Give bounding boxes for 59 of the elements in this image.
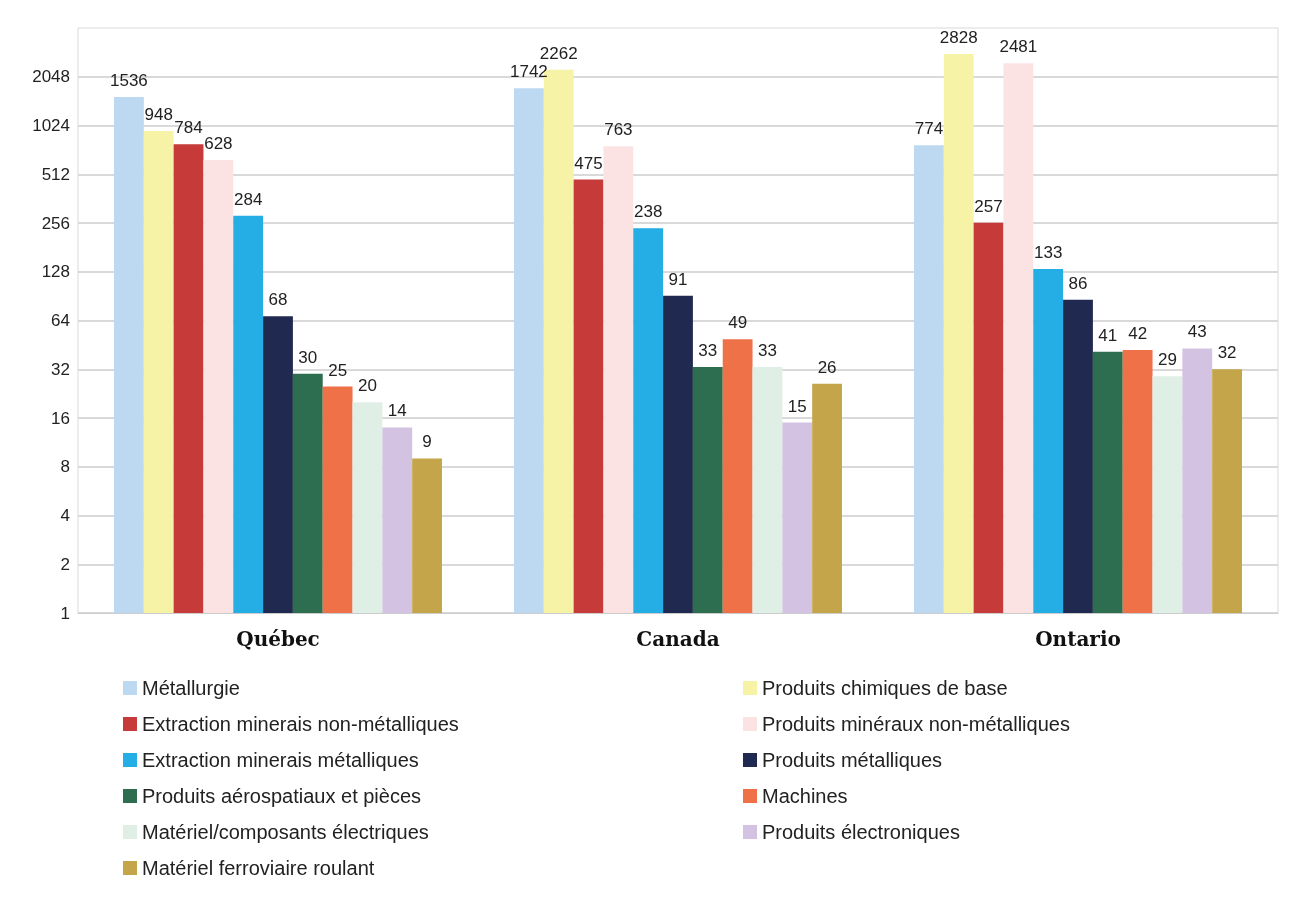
y-tick-label: 16 <box>51 408 70 428</box>
data-label: 33 <box>757 341 777 361</box>
legend-label: Machines <box>762 785 848 807</box>
legend-label: Matériel/composants électriques <box>142 821 429 843</box>
data-label: 9 <box>422 432 432 452</box>
data-label: 20 <box>357 376 377 396</box>
legend-label: Métallurgie <box>142 677 240 699</box>
x-tick-label: Québec <box>236 627 320 651</box>
x-tick-label: Ontario <box>1035 627 1121 651</box>
data-label: 41 <box>1098 325 1118 345</box>
y-tick-label: 1 <box>60 603 70 623</box>
y-tick-label: 32 <box>51 359 70 379</box>
data-label: 2262 <box>539 43 578 63</box>
data-label: 30 <box>298 347 318 367</box>
y-tick-label: 8 <box>60 457 70 477</box>
data-label: 133 <box>1033 243 1063 263</box>
legend-label: Extraction minerais non-métalliques <box>142 713 459 735</box>
y-tick-label: 128 <box>41 262 70 282</box>
x-tick-label: Canada <box>636 627 720 651</box>
data-label: 1742 <box>510 62 548 82</box>
data-label: 284 <box>233 189 263 209</box>
y-tick-label: 1024 <box>32 116 70 135</box>
y-tick-label: 4 <box>60 506 70 525</box>
data-label: 1536 <box>110 70 148 90</box>
legend-label: Produits minéraux non-métalliques <box>762 713 1070 735</box>
data-label: 91 <box>668 269 688 289</box>
data-label: 784 <box>174 118 203 138</box>
data-label: 475 <box>574 153 603 173</box>
data-label: 25 <box>328 360 348 380</box>
data-label: 15 <box>787 396 807 416</box>
y-tick-label: 256 <box>41 213 70 233</box>
data-label: 42 <box>1128 324 1148 344</box>
data-label: 68 <box>268 290 288 310</box>
data-label: 26 <box>817 357 837 377</box>
data-label: 14 <box>387 401 407 421</box>
data-label: 29 <box>1157 350 1177 370</box>
y-tick-label: 2 <box>60 554 70 574</box>
legend-label: Produits métalliques <box>762 749 943 771</box>
y-tick-label: 2048 <box>32 67 70 87</box>
data-label: 86 <box>1068 273 1088 293</box>
data-label: 2828 <box>939 28 978 48</box>
y-tick-label: 512 <box>41 164 70 184</box>
data-label: 49 <box>728 313 748 333</box>
data-label: 43 <box>1187 322 1207 342</box>
legend-label: Matériel ferroviaire roulant <box>142 857 375 879</box>
data-label: 628 <box>204 133 233 153</box>
data-label: 257 <box>974 196 1003 216</box>
data-label: 948 <box>144 104 173 124</box>
y-tick-label: 64 <box>51 311 70 330</box>
data-label: 2481 <box>999 37 1038 57</box>
data-label: 32 <box>1217 343 1237 363</box>
data-label: 238 <box>633 202 663 222</box>
legend-label: Produits électroniques <box>762 821 960 843</box>
data-label: 774 <box>914 119 944 139</box>
data-label: 33 <box>698 341 718 361</box>
legend-label: Extraction minerais métalliques <box>142 749 419 771</box>
legend-label: Produits chimiques de base <box>762 677 1008 699</box>
legend-label: Produits aérospatiaux et pièces <box>142 785 422 807</box>
data-label: 763 <box>604 120 633 140</box>
